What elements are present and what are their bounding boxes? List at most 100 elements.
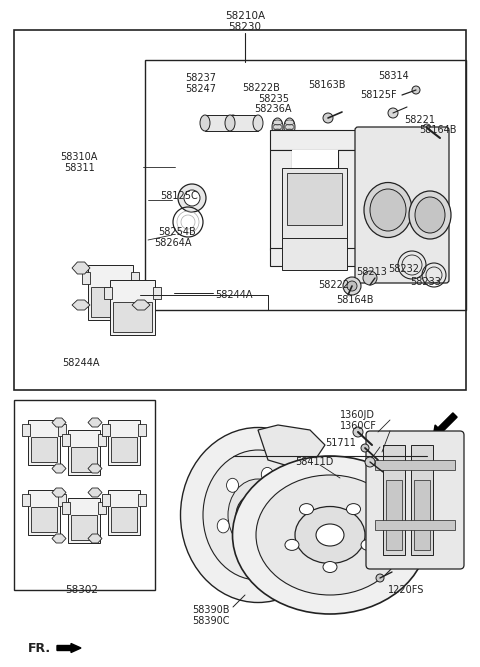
Polygon shape [52, 418, 66, 427]
Text: 58247: 58247 [185, 84, 216, 94]
Bar [31, 438, 57, 462]
Ellipse shape [228, 479, 288, 551]
Bar [414, 480, 430, 550]
Text: 58264A: 58264A [154, 238, 192, 248]
Ellipse shape [364, 183, 412, 237]
Text: 58235: 58235 [258, 94, 289, 104]
Bar [71, 448, 97, 472]
Bar [270, 248, 360, 266]
Polygon shape [52, 534, 66, 543]
FancyBboxPatch shape [366, 431, 464, 569]
Bar [68, 498, 100, 543]
Circle shape [423, 124, 431, 132]
Ellipse shape [284, 118, 295, 136]
Polygon shape [88, 534, 102, 543]
Polygon shape [88, 488, 102, 497]
Ellipse shape [232, 456, 428, 614]
Text: 58236A: 58236A [254, 104, 291, 114]
Circle shape [184, 190, 200, 206]
Ellipse shape [323, 562, 337, 572]
Ellipse shape [347, 504, 360, 515]
Polygon shape [88, 464, 102, 473]
Text: 58125F: 58125F [360, 90, 396, 100]
Ellipse shape [272, 118, 283, 136]
Bar [102, 424, 110, 436]
Ellipse shape [180, 428, 336, 602]
Ellipse shape [261, 468, 273, 482]
Text: 58163B: 58163B [308, 80, 346, 90]
Polygon shape [132, 300, 150, 310]
Bar [14, 400, 155, 590]
Circle shape [178, 184, 206, 212]
Bar [270, 150, 292, 250]
Bar [108, 490, 140, 535]
Bar [68, 430, 100, 475]
Text: 58221: 58221 [404, 115, 435, 125]
Bar [62, 434, 70, 446]
Text: 58411D: 58411D [295, 457, 334, 467]
Bar [375, 520, 455, 530]
Text: 58314: 58314 [378, 71, 409, 81]
Text: 58164B: 58164B [336, 295, 373, 305]
Bar [113, 301, 152, 332]
Circle shape [388, 108, 398, 118]
Bar [287, 173, 342, 225]
Text: 58210A: 58210A [225, 11, 265, 21]
Bar [111, 438, 137, 462]
FancyArrow shape [57, 644, 81, 652]
Bar [28, 490, 60, 535]
Bar [338, 150, 360, 250]
Ellipse shape [217, 519, 229, 533]
Bar [383, 445, 405, 555]
Polygon shape [52, 488, 66, 497]
Bar [98, 434, 106, 446]
Ellipse shape [225, 115, 235, 131]
Bar [138, 494, 146, 506]
Bar [282, 168, 347, 240]
Text: 58254B: 58254B [158, 227, 196, 237]
Bar [88, 265, 133, 320]
Text: 58213: 58213 [356, 267, 387, 277]
Ellipse shape [361, 540, 375, 550]
Ellipse shape [300, 504, 313, 515]
FancyArrow shape [433, 413, 457, 437]
Circle shape [323, 113, 333, 123]
Text: 58233: 58233 [410, 277, 441, 287]
Polygon shape [72, 300, 90, 310]
Bar [108, 420, 140, 465]
Bar [62, 502, 70, 514]
Ellipse shape [316, 524, 344, 546]
Bar [138, 424, 146, 436]
Bar [230, 115, 258, 131]
Ellipse shape [228, 115, 238, 131]
Ellipse shape [203, 450, 313, 580]
Circle shape [363, 271, 377, 285]
Text: 58230: 58230 [228, 22, 262, 32]
Bar [153, 287, 161, 299]
Text: 58302: 58302 [65, 585, 98, 595]
Circle shape [412, 86, 420, 94]
Text: 58244A: 58244A [62, 358, 99, 368]
Text: 58125C: 58125C [160, 191, 198, 201]
Ellipse shape [370, 189, 406, 231]
Circle shape [428, 154, 436, 162]
Bar [292, 150, 338, 248]
Bar [22, 494, 30, 506]
Bar [14, 30, 466, 390]
Bar [131, 272, 139, 284]
Text: 58164B: 58164B [419, 125, 456, 135]
Circle shape [236, 493, 280, 537]
Text: 58310A: 58310A [60, 152, 97, 162]
Circle shape [365, 457, 375, 467]
Bar [58, 494, 66, 506]
Ellipse shape [285, 540, 299, 550]
Bar [58, 424, 66, 436]
Bar [71, 515, 97, 540]
Text: 58390B: 58390B [192, 605, 229, 615]
Text: FR.: FR. [28, 642, 51, 654]
Circle shape [353, 427, 363, 437]
Bar [104, 287, 112, 299]
Ellipse shape [295, 506, 365, 564]
Text: 58237: 58237 [185, 73, 216, 83]
Ellipse shape [415, 197, 445, 233]
